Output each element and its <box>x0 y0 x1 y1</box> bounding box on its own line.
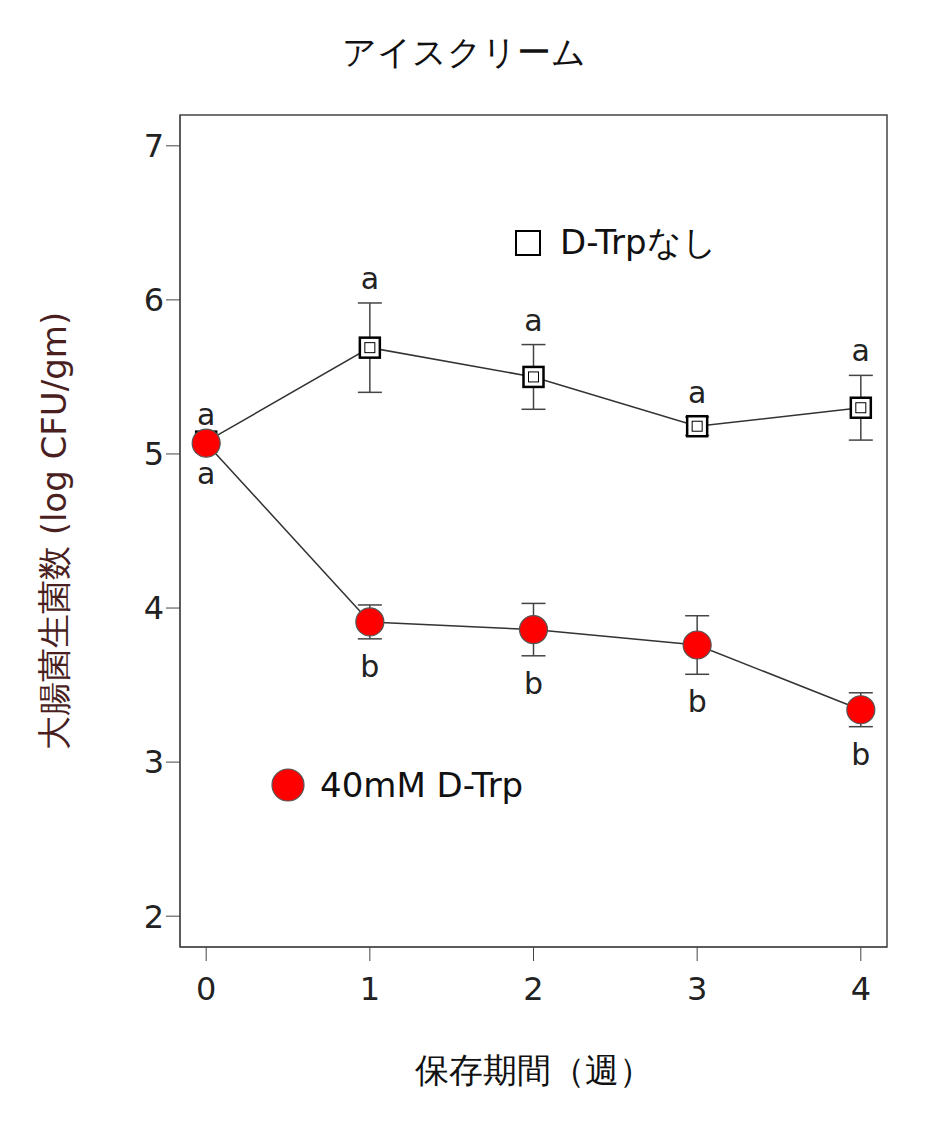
svg-text:6: 6 <box>144 281 164 319</box>
svg-text:a: a <box>361 261 379 296</box>
svg-text:b: b <box>524 666 543 701</box>
svg-text:b: b <box>688 684 707 719</box>
svg-text:4: 4 <box>851 970 871 1008</box>
svg-text:2: 2 <box>144 898 164 936</box>
html-text:アイスクリーム: アイスクリーム <box>342 32 586 72</box>
svg-text:3: 3 <box>687 970 707 1008</box>
svg-text:3: 3 <box>144 743 164 781</box>
svg-text:a: a <box>852 333 870 368</box>
html-text:D-Trpなし: D-Trpなし <box>560 222 717 262</box>
svg-text:b: b <box>851 737 870 772</box>
svg-text:a: a <box>197 456 215 491</box>
svg-text:a: a <box>688 375 706 410</box>
svg-text:4: 4 <box>144 589 164 627</box>
html-text:保存期間（週）: 保存期間（週） <box>414 1050 653 1090</box>
svg-text:1: 1 <box>360 970 380 1008</box>
html-text:大腸菌生菌数 (log CFU/gm): 大腸菌生菌数 (log CFU/gm) <box>34 311 74 751</box>
svg-text:7: 7 <box>144 127 164 165</box>
svg-text:a: a <box>197 397 215 432</box>
html-text:40mM D-Trp: 40mM D-Trp <box>320 765 524 805</box>
svg-text:2: 2 <box>523 970 543 1008</box>
svg-text:5: 5 <box>144 435 164 473</box>
svg-text:b: b <box>360 649 379 684</box>
svg-text:0: 0 <box>196 970 216 1008</box>
svg-text:a: a <box>524 303 542 338</box>
